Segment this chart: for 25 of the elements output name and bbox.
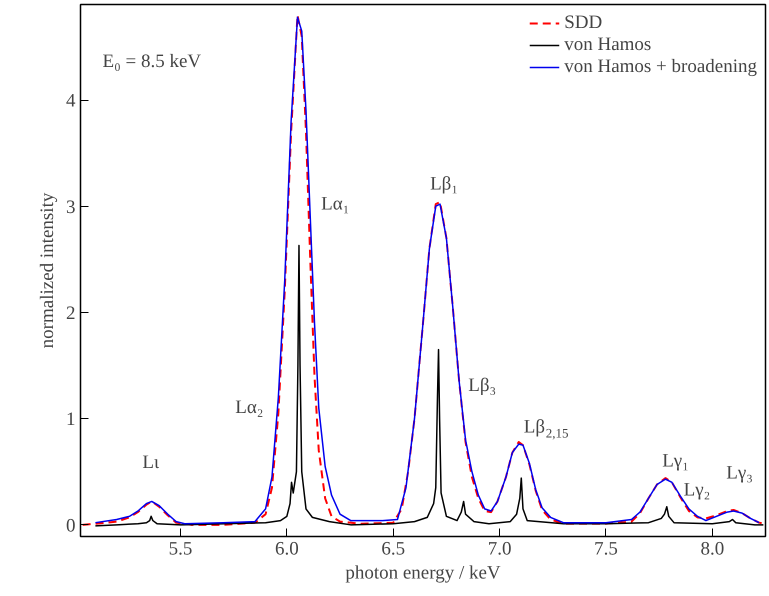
y-tick-label: 0 xyxy=(66,515,76,536)
y-axis-title: normalized intensity xyxy=(37,192,58,348)
annotation: Lι xyxy=(142,452,160,473)
annotation: E₀ = 8.5 keV xyxy=(102,51,202,72)
y-tick-label: 3 xyxy=(66,196,76,218)
legend-label: SDD xyxy=(564,12,602,34)
legend-label: von Hamos xyxy=(564,34,652,56)
legend-label: von Hamos + broadening xyxy=(564,56,757,78)
x-tick-label: 5.5 xyxy=(168,538,192,560)
x-tick-label: 8.0 xyxy=(700,538,724,560)
x-tick-label: 7.0 xyxy=(488,538,512,560)
y-tick-label: 1 xyxy=(66,409,76,430)
x-axis-title: photon energy / keV xyxy=(345,562,501,584)
annotation: Lα₁ xyxy=(321,193,350,214)
annotation: Lγ₂ xyxy=(684,479,710,500)
annotation: Lγ₁ xyxy=(662,450,689,472)
x-tick-label: 6.5 xyxy=(381,538,406,560)
y-tick-label: 2 xyxy=(66,302,76,324)
x-tick-label: 6.0 xyxy=(274,538,299,560)
annotation: Lα₂ xyxy=(235,396,264,418)
annotation: Lβ₃ xyxy=(468,374,496,396)
annotation: Lβ₁ xyxy=(430,174,458,195)
y-tick-label: 4 xyxy=(66,90,76,112)
annotation: Lγ₃ xyxy=(726,462,753,484)
x-tick-label: 7.5 xyxy=(594,538,618,560)
